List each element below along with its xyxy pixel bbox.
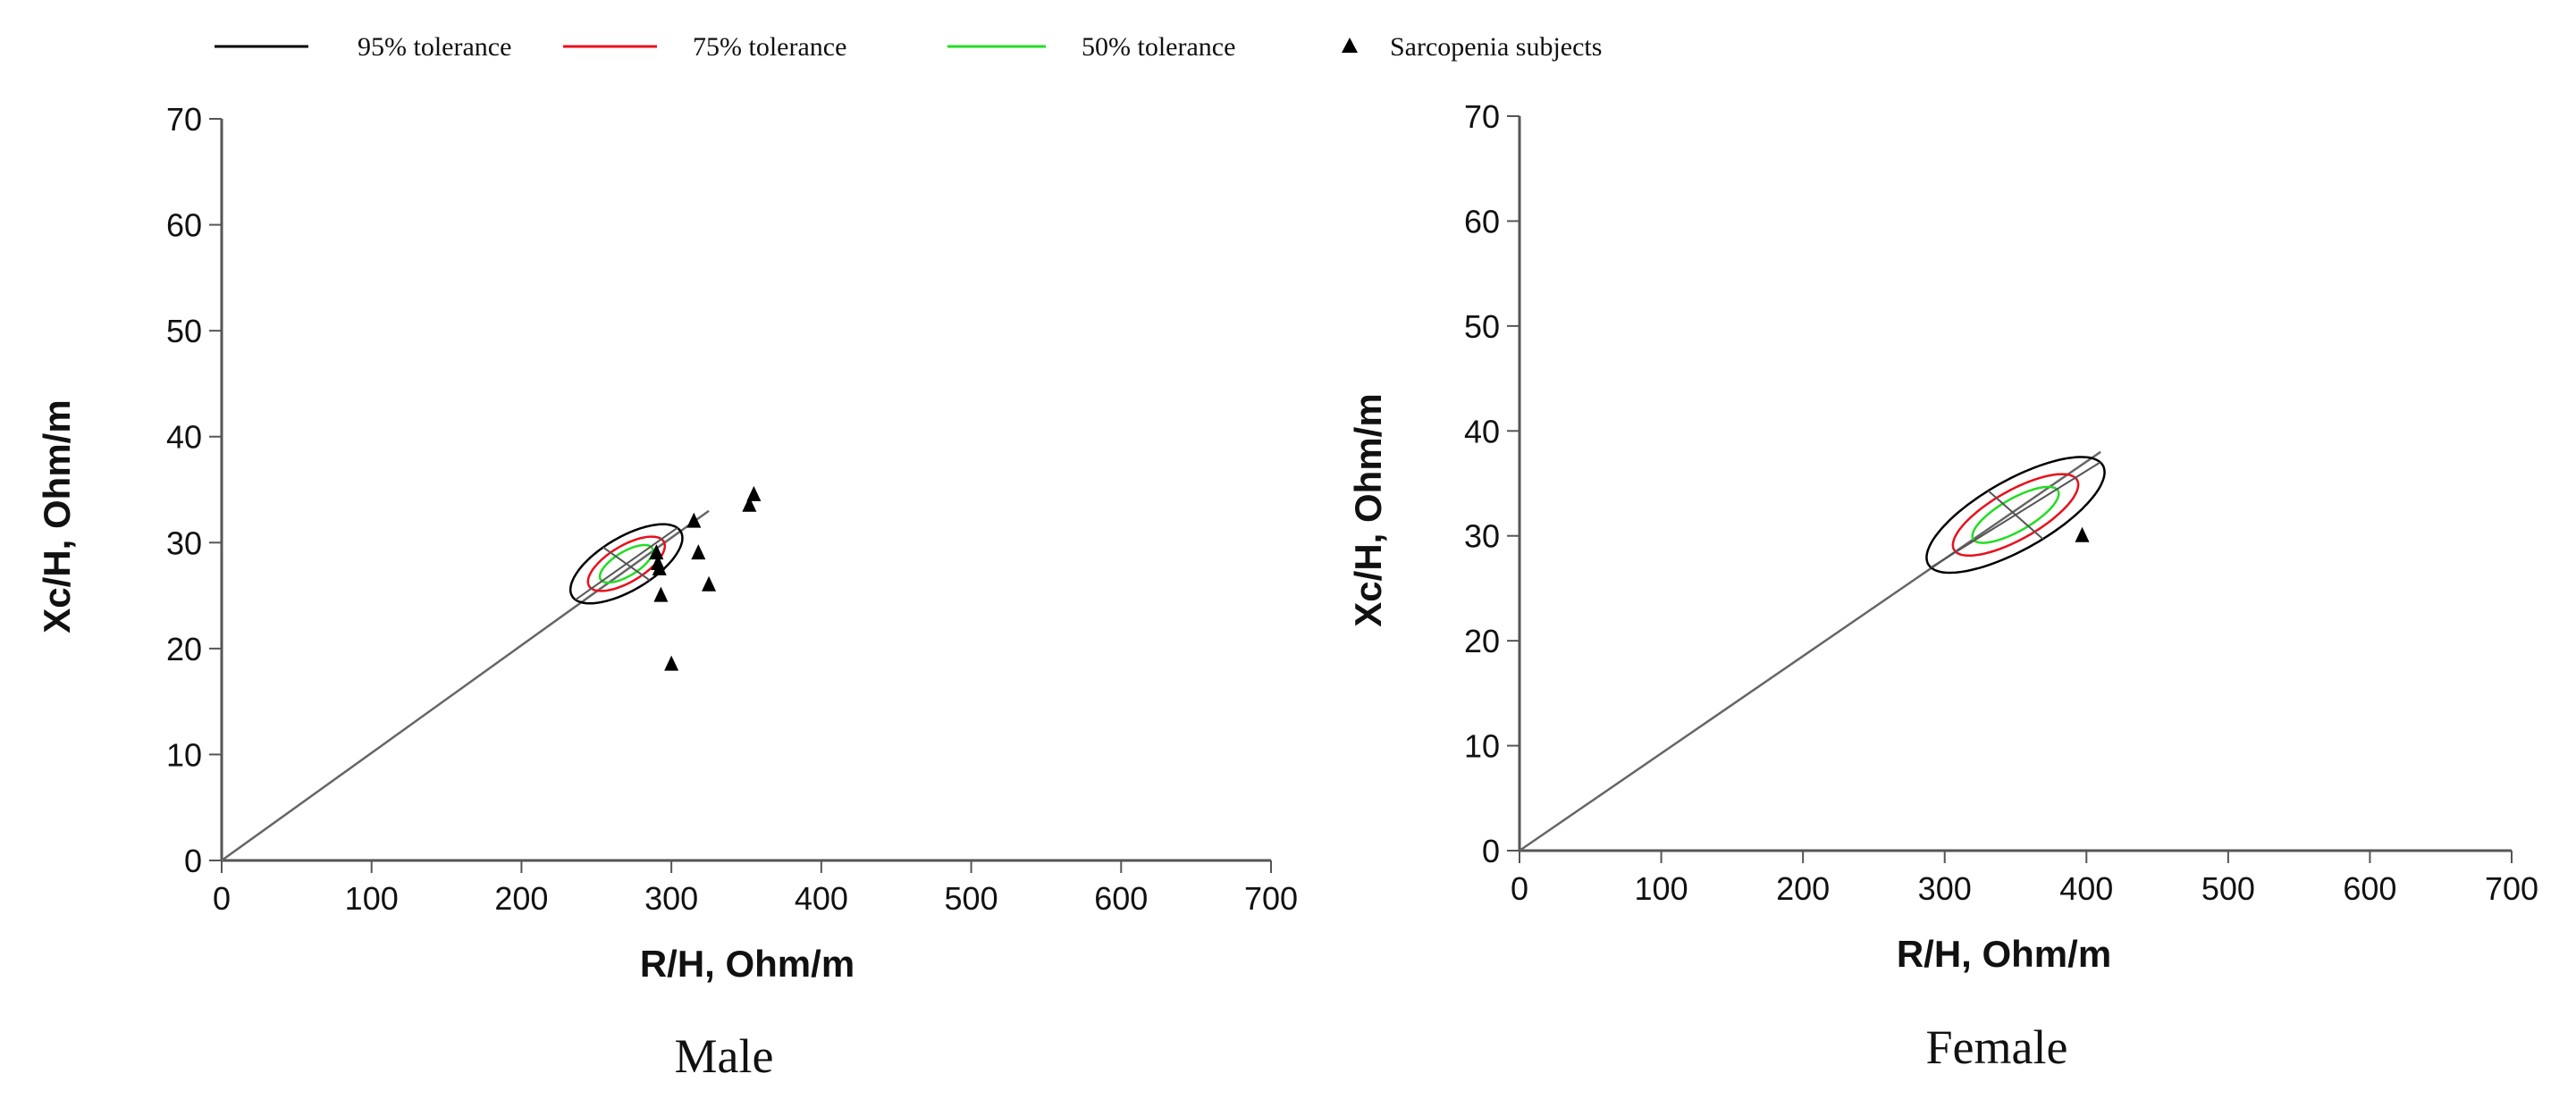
data-point-triangle bbox=[649, 544, 664, 560]
y-tick-label: 40 bbox=[166, 419, 202, 456]
x-axis-label: R/H, Ohm/m bbox=[1897, 933, 2111, 975]
data-point-triangle bbox=[664, 655, 679, 671]
x-tick-label: 500 bbox=[945, 880, 998, 917]
legend-label-3: 50% tolerance bbox=[1082, 32, 1235, 62]
legend-marker-triangle bbox=[1342, 38, 1358, 53]
y-axis-label: Xc/H, Ohm/m bbox=[1347, 393, 1389, 626]
y-tick-label: 0 bbox=[184, 843, 202, 879]
origin-line bbox=[221, 509, 710, 862]
x-axis-label: R/H, Ohm/m bbox=[640, 943, 854, 985]
x-tick-label: 400 bbox=[795, 880, 848, 917]
ellipse-minor-axis bbox=[1987, 490, 2044, 540]
y-tick-label: 20 bbox=[1464, 623, 1500, 659]
data-point-triangle bbox=[2075, 526, 2090, 542]
x-tick-label: 600 bbox=[2343, 870, 2396, 907]
data-point-triangle bbox=[652, 559, 667, 575]
data-point-triangle bbox=[653, 586, 669, 602]
x-tick-label: 0 bbox=[1511, 870, 1528, 907]
x-tick-label: 700 bbox=[1244, 880, 1298, 917]
legend-label-2: 75% tolerance bbox=[693, 32, 846, 62]
legend: 95% tolerance 75% tolerance 50% tolerance S… bbox=[215, 32, 1602, 62]
x-tick-label: 300 bbox=[1918, 870, 1972, 907]
x-tick-label: 0 bbox=[213, 880, 231, 917]
y-tick-label: 30 bbox=[166, 524, 202, 561]
y-tick-label: 70 bbox=[1464, 98, 1500, 135]
data-point-triangle bbox=[746, 485, 762, 501]
y-tick-label: 60 bbox=[1464, 203, 1500, 239]
chart-male: 0 100 200 300 400 500 600 700 0 10 20 30 40 50 60 70 R/H… bbox=[36, 101, 1298, 1083]
y-tick-label: 10 bbox=[166, 736, 202, 773]
data-point-triangle bbox=[686, 512, 702, 528]
y-tick-label: 70 bbox=[166, 101, 202, 138]
x-tick-label: 400 bbox=[2059, 870, 2113, 907]
origin-line bbox=[1519, 450, 2101, 852]
y-tick-label: 40 bbox=[1464, 413, 1500, 449]
x-tick-label: 100 bbox=[345, 880, 399, 917]
y-tick-label: 0 bbox=[1482, 833, 1500, 869]
data-point-triangle bbox=[691, 544, 706, 560]
data-point-triangle bbox=[702, 575, 717, 592]
x-tick-label: 100 bbox=[1635, 870, 1688, 907]
y-tick-label: 10 bbox=[1464, 728, 1500, 765]
y-tick-label: 20 bbox=[166, 631, 202, 667]
panel-caption: Male bbox=[675, 1029, 774, 1083]
y-tick-label: 50 bbox=[166, 313, 202, 349]
x-tick-label: 500 bbox=[2201, 870, 2255, 907]
y-tick-label: 30 bbox=[1464, 518, 1500, 555]
y-axis-label: Xc/H, Ohm/m bbox=[36, 399, 78, 633]
panel-caption: Female bbox=[1926, 1020, 2068, 1074]
data-point-triangle bbox=[742, 496, 757, 512]
ellipse-minor-axis bbox=[602, 546, 651, 582]
x-tick-label: 200 bbox=[1776, 870, 1830, 907]
legend-label-1: 95% tolerance bbox=[358, 32, 511, 62]
y-tick-label: 50 bbox=[1464, 308, 1500, 345]
x-tick-label: 600 bbox=[1094, 880, 1148, 917]
legend-label-4: Sarcopenia subjects bbox=[1390, 32, 1602, 62]
x-tick-label: 700 bbox=[2485, 870, 2538, 907]
chart-female: 0 100 200 300 400 500 600 700 0 10 20 30 40 50 60 70 R/H… bbox=[1347, 98, 2538, 1074]
x-tick-label: 300 bbox=[644, 880, 698, 917]
x-tick-label: 200 bbox=[494, 880, 548, 917]
y-tick-label: 60 bbox=[166, 207, 202, 244]
